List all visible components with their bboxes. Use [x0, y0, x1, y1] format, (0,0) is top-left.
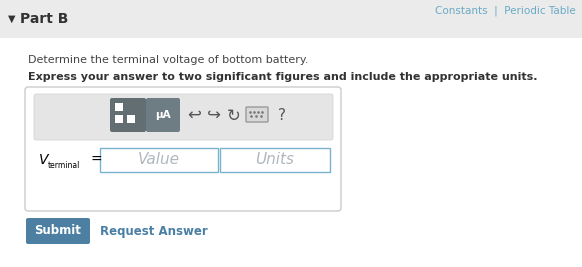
Text: ?: ? [278, 108, 286, 123]
FancyBboxPatch shape [26, 218, 90, 244]
FancyBboxPatch shape [25, 87, 341, 211]
Text: ↩: ↩ [187, 106, 201, 124]
FancyBboxPatch shape [115, 103, 123, 111]
Text: Request Answer: Request Answer [100, 225, 208, 238]
Text: Constants  |  Periodic Table: Constants | Periodic Table [435, 6, 576, 17]
Text: $V$: $V$ [38, 153, 50, 167]
FancyBboxPatch shape [0, 38, 582, 267]
Text: Determine the terminal voltage of bottom battery.: Determine the terminal voltage of bottom… [28, 55, 308, 65]
FancyBboxPatch shape [246, 107, 268, 122]
FancyBboxPatch shape [110, 98, 146, 132]
FancyBboxPatch shape [125, 101, 135, 111]
Text: Value: Value [138, 152, 180, 167]
Text: Units: Units [255, 152, 294, 167]
FancyBboxPatch shape [127, 103, 135, 111]
Text: ▼: ▼ [8, 14, 16, 24]
Text: μA: μA [155, 110, 171, 120]
FancyBboxPatch shape [34, 94, 333, 140]
Text: Submit: Submit [34, 225, 81, 238]
Text: ↪: ↪ [207, 106, 221, 124]
Text: Express your answer to two significant figures and include the appropriate units: Express your answer to two significant f… [28, 72, 538, 82]
Text: ↻: ↻ [227, 107, 241, 125]
FancyBboxPatch shape [0, 0, 582, 38]
FancyBboxPatch shape [146, 98, 180, 132]
FancyBboxPatch shape [115, 115, 123, 123]
Text: =: = [90, 153, 102, 167]
Text: terminal: terminal [48, 160, 80, 170]
FancyBboxPatch shape [100, 148, 218, 172]
Text: Part B: Part B [20, 12, 68, 26]
FancyBboxPatch shape [127, 115, 135, 123]
FancyBboxPatch shape [220, 148, 330, 172]
